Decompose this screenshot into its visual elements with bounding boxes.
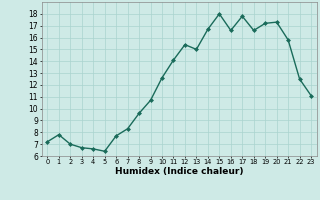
X-axis label: Humidex (Indice chaleur): Humidex (Indice chaleur)	[115, 167, 244, 176]
